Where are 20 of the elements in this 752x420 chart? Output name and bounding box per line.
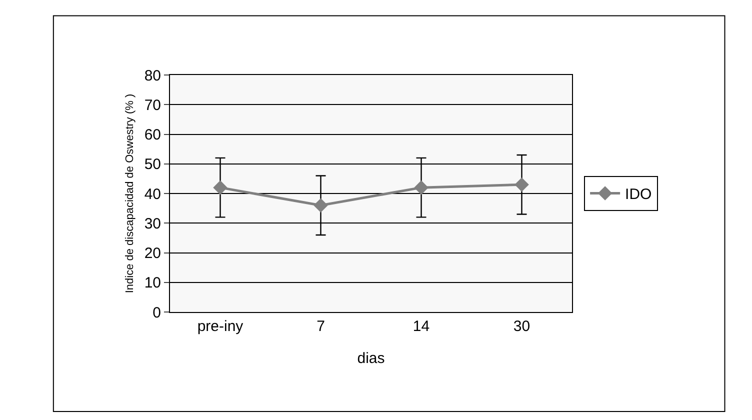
point [314, 198, 328, 212]
x-axis-title: dias [357, 350, 385, 367]
y-tick-label: 40 [144, 186, 161, 203]
y-tick-label: 60 [144, 126, 161, 144]
x-tick-label: 7 [316, 318, 325, 335]
y-tick-label: 20 [144, 245, 161, 262]
point [514, 177, 529, 192]
y-tick-label: 10 [144, 274, 161, 292]
x-tick-label: 30 [513, 318, 530, 335]
y-tick-label: 50 [144, 156, 161, 174]
point [414, 180, 428, 195]
y-axis-title: Indice de discapacidad de Oswestry (% ) [124, 94, 136, 294]
x-tick-label: pre-iny [197, 318, 244, 335]
x-tick-label: 14 [412, 318, 430, 335]
y-tick-label: 80 [144, 67, 161, 84]
y-tick-label: 30 [144, 215, 161, 232]
legend-label: IDO [625, 186, 652, 204]
y-tick-label: 0 [152, 304, 161, 322]
y-tick-label: 70 [144, 96, 161, 114]
point [213, 180, 228, 195]
